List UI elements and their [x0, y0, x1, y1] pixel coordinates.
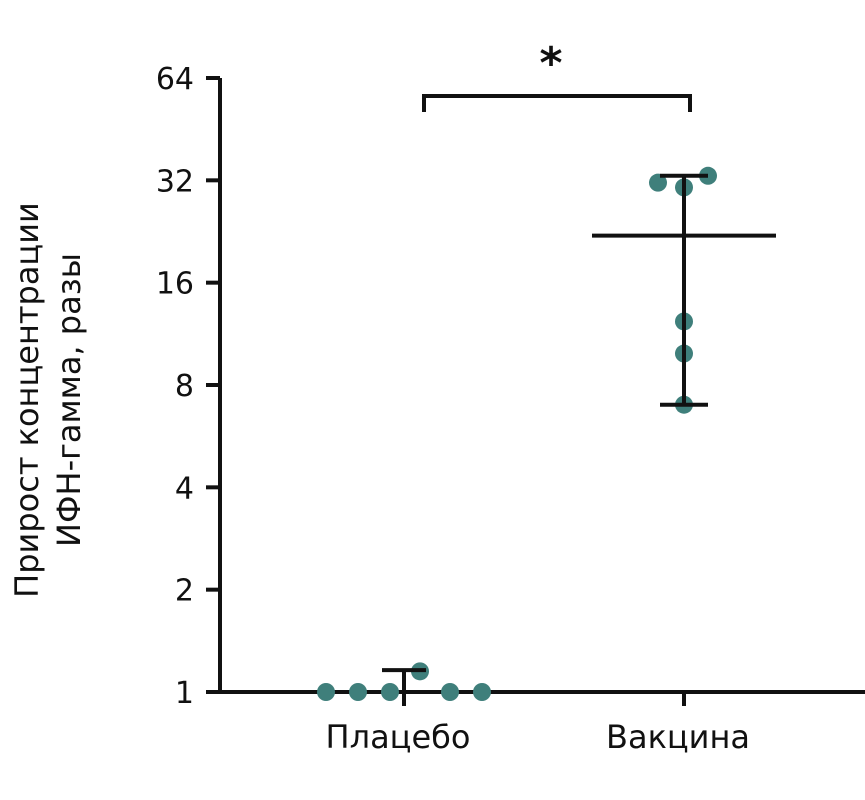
data-point: [441, 683, 459, 701]
x-category-label: Вакцина: [606, 718, 750, 756]
data-point: [381, 683, 399, 701]
significance-bracket: [422, 94, 692, 112]
y-tick-label: 64: [156, 62, 194, 97]
x-category-label: Плацебо: [326, 718, 471, 756]
y-axis-title-line: Прирост концентрации: [8, 202, 46, 598]
data-points: [317, 166, 717, 701]
data-point: [349, 683, 367, 701]
data-point: [473, 683, 491, 701]
axes: 1 2 4 8 16 32 64 Плацебо Вакцина Прирост концентр…: [8, 62, 865, 756]
y-tick-label: 32: [156, 164, 194, 199]
y-tick-label: 1: [175, 676, 194, 711]
significance-annotation: *: [422, 38, 692, 112]
error-bars: [382, 173, 776, 692]
y-tick-label: 8: [175, 369, 194, 404]
data-point: [317, 683, 335, 701]
y-tick-label: 2: [175, 574, 194, 609]
y-tick-label: 4: [175, 471, 194, 506]
significance-star: *: [539, 38, 562, 89]
data-point: [649, 173, 667, 192]
y-tick-label: 16: [156, 267, 194, 302]
y-axis-title-line: ИФН-гамма, разы: [50, 253, 88, 547]
